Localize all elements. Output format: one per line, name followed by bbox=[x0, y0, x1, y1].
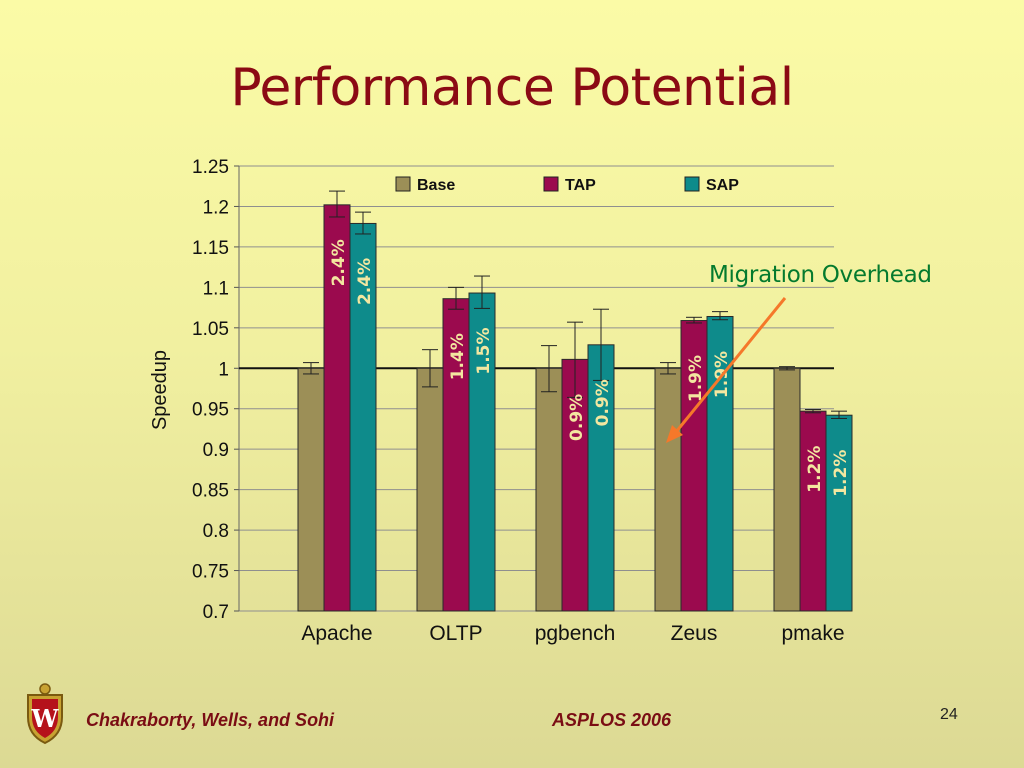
y-tick-label: 1.1 bbox=[203, 278, 229, 299]
y-axis-label: Speedup bbox=[149, 350, 171, 430]
bar-sap bbox=[825, 414, 853, 612]
legend-swatch-sap bbox=[684, 176, 700, 192]
y-tick-label: 1 bbox=[218, 359, 229, 380]
bar-label: 0.9% bbox=[593, 379, 613, 426]
legend-swatch-base bbox=[395, 176, 411, 192]
chart-legend: Base TAP SAP bbox=[395, 176, 739, 194]
bar-base bbox=[654, 367, 682, 612]
arrow-shaft bbox=[674, 297, 787, 433]
bar-sap bbox=[587, 344, 615, 612]
y-tick-label: 1.15 bbox=[192, 238, 229, 259]
y-tick-label: 0.95 bbox=[192, 400, 229, 421]
chart-axes: 1.25 1.2 1.15 1.1 1.05 1 0.95 0.9 0.85 0.8 0.75 0.7… bbox=[192, 157, 845, 645]
bar-label: 2.4% bbox=[355, 258, 375, 305]
bar-tap bbox=[799, 410, 827, 612]
bar-label: 1.9% bbox=[686, 355, 706, 402]
bar-tap bbox=[680, 320, 708, 612]
bar-label: 0.9% bbox=[567, 394, 587, 441]
svg-text:W: W bbox=[31, 704, 60, 733]
bar-label: 2.4% bbox=[329, 239, 349, 286]
footer-conference: ASPLOS 2006 bbox=[552, 710, 672, 730]
y-tick-label: 0.7 bbox=[203, 602, 229, 623]
x-tick-label: pmake bbox=[781, 622, 844, 645]
page-number: 24 bbox=[940, 706, 958, 723]
university-crest-logo: W bbox=[24, 683, 66, 750]
callout-arrow bbox=[666, 297, 787, 443]
legend-swatch-tap bbox=[543, 176, 559, 192]
y-tick-label: 1.2 bbox=[203, 197, 229, 218]
arrow-head bbox=[666, 425, 683, 443]
x-tick-label: pgbench bbox=[535, 622, 616, 645]
x-tick-label: Zeus bbox=[671, 622, 718, 645]
footer-authors: Chakraborty, Wells, and Sohi bbox=[86, 710, 335, 730]
y-tick-label: 0.85 bbox=[192, 481, 229, 502]
y-tick-label: 0.75 bbox=[192, 562, 229, 583]
x-tick-label: OLTP bbox=[429, 622, 482, 645]
x-tick-label: Apache bbox=[301, 622, 372, 645]
y-tick-label: 0.9 bbox=[203, 440, 229, 461]
bar-label: 1.4% bbox=[448, 333, 468, 380]
bar-label: 1.2% bbox=[805, 446, 825, 493]
y-tick-label: 1.05 bbox=[192, 319, 229, 340]
bar-label: 1.2% bbox=[831, 450, 851, 497]
y-tick-label: 1.25 bbox=[192, 157, 229, 178]
bar-label: 1.5% bbox=[474, 327, 494, 374]
bar-base bbox=[773, 367, 801, 612]
bar-base bbox=[416, 367, 444, 612]
bar-base bbox=[535, 367, 563, 612]
bar-base bbox=[297, 367, 325, 612]
legend-label-tap: TAP bbox=[565, 177, 596, 194]
legend-label-base: Base bbox=[417, 177, 455, 194]
legend-label-sap: SAP bbox=[706, 177, 739, 194]
bar-tap bbox=[323, 204, 351, 612]
bar-sap bbox=[349, 222, 377, 612]
slide-title: Performance Potential bbox=[230, 58, 794, 118]
y-tick-label: 0.8 bbox=[203, 521, 229, 542]
chart-bars bbox=[297, 190, 853, 612]
migration-overhead-callout: Migration Overhead bbox=[709, 262, 932, 288]
